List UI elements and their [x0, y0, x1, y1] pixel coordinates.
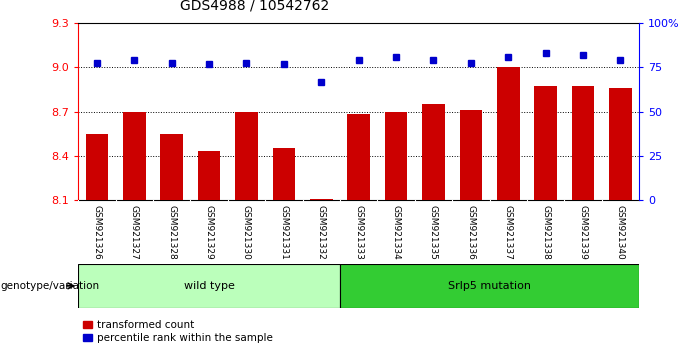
Bar — [609, 88, 632, 200]
Legend: transformed count, percentile rank within the sample: transformed count, percentile rank withi… — [84, 320, 273, 343]
Text: Srlp5 mutation: Srlp5 mutation — [448, 281, 531, 291]
Text: GSM921327: GSM921327 — [130, 205, 139, 260]
Bar — [460, 110, 482, 200]
Bar — [86, 133, 108, 200]
Text: GSM921339: GSM921339 — [579, 205, 588, 260]
Text: GSM921333: GSM921333 — [354, 205, 363, 260]
Text: GSM921331: GSM921331 — [279, 205, 288, 260]
Bar — [273, 148, 295, 200]
Text: GSM921337: GSM921337 — [504, 205, 513, 260]
Bar — [534, 86, 557, 200]
Bar — [385, 112, 407, 200]
Text: GSM921326: GSM921326 — [92, 205, 101, 260]
Text: wild type: wild type — [184, 281, 235, 291]
Text: GSM921340: GSM921340 — [616, 205, 625, 260]
Text: GSM921336: GSM921336 — [466, 205, 475, 260]
Text: GDS4988 / 10542762: GDS4988 / 10542762 — [180, 0, 329, 12]
Text: GSM921329: GSM921329 — [205, 205, 214, 260]
FancyBboxPatch shape — [340, 264, 639, 308]
Text: GSM921335: GSM921335 — [429, 205, 438, 260]
Text: GSM921338: GSM921338 — [541, 205, 550, 260]
Bar — [422, 104, 445, 200]
Bar — [310, 199, 333, 200]
Text: genotype/variation: genotype/variation — [0, 281, 99, 291]
Bar — [160, 133, 183, 200]
Text: GSM921328: GSM921328 — [167, 205, 176, 260]
Bar — [235, 112, 258, 200]
Text: GSM921330: GSM921330 — [242, 205, 251, 260]
Text: GSM921334: GSM921334 — [392, 205, 401, 260]
Bar — [123, 112, 146, 200]
Bar — [347, 114, 370, 200]
Text: GSM921332: GSM921332 — [317, 205, 326, 260]
Bar — [497, 67, 520, 200]
FancyBboxPatch shape — [78, 264, 340, 308]
Bar — [198, 152, 220, 200]
Bar — [572, 86, 594, 200]
